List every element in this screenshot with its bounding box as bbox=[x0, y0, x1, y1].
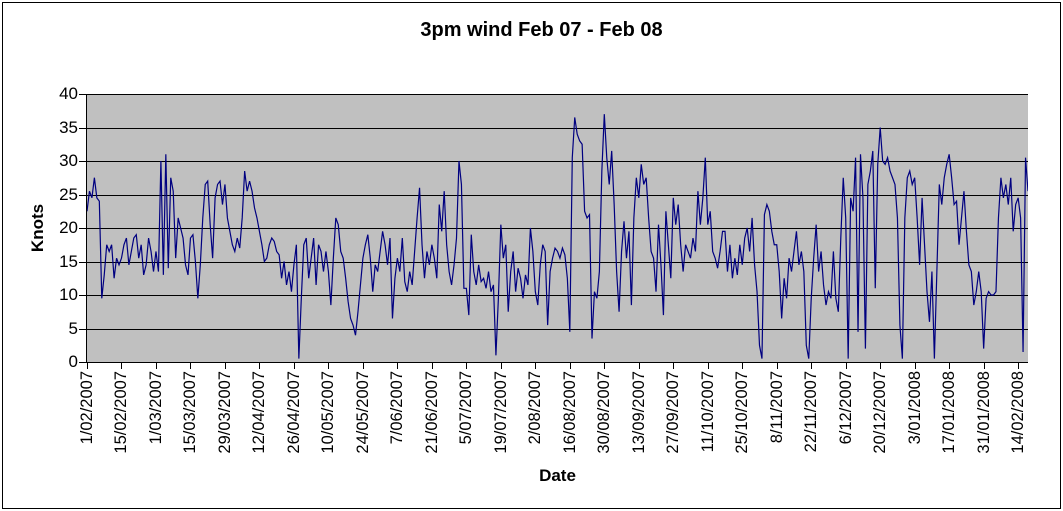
x-axis-tick bbox=[1018, 363, 1019, 369]
x-axis-tick-label: 8/11/2007 bbox=[768, 371, 786, 444]
x-axis-tick bbox=[432, 363, 433, 369]
x-axis-tick bbox=[121, 363, 122, 369]
y-axis-tick bbox=[79, 228, 86, 229]
y-axis-tick bbox=[79, 128, 86, 129]
x-axis-tick-label: 24/05/2007 bbox=[354, 371, 372, 454]
x-axis-tick-label: 21/06/2007 bbox=[423, 371, 441, 454]
x-axis-tick bbox=[156, 363, 157, 369]
x-axis-tick bbox=[880, 363, 881, 369]
x-axis-tick-label: 5/07/2007 bbox=[457, 371, 475, 445]
x-axis-tick-label: 22/11/2007 bbox=[802, 371, 820, 453]
chart-title: 3pm wind Feb 07 - Feb 08 bbox=[420, 19, 663, 41]
x-axis-tick bbox=[363, 363, 364, 369]
x-axis-tick bbox=[570, 363, 571, 369]
x-axis-tick bbox=[87, 363, 88, 369]
x-axis-tick bbox=[984, 363, 985, 369]
x-axis-tick-label: 16/08/2007 bbox=[561, 371, 579, 454]
x-axis-tick bbox=[466, 363, 467, 369]
x-axis-tick-label: 2/08/2007 bbox=[526, 371, 544, 445]
x-axis-title: Date bbox=[539, 466, 576, 485]
y-axis-tick bbox=[79, 295, 86, 296]
x-axis-tick bbox=[846, 363, 847, 369]
x-axis-tick bbox=[811, 363, 812, 369]
y-axis-tick bbox=[79, 94, 86, 95]
x-axis-tick bbox=[949, 363, 950, 369]
y-axis-tick-label: 25 bbox=[59, 185, 78, 204]
x-axis-tick-label: 15/03/2007 bbox=[181, 371, 199, 454]
x-axis-tick bbox=[708, 363, 709, 369]
x-axis-tick bbox=[259, 363, 260, 369]
y-axis-tick bbox=[79, 329, 86, 330]
x-axis-tick-label: 27/09/2007 bbox=[664, 371, 682, 454]
x-axis-tick bbox=[673, 363, 674, 369]
wind-series-line bbox=[87, 114, 1028, 359]
y-axis-tick-label: 10 bbox=[59, 285, 78, 304]
y-axis-tick-label: 35 bbox=[59, 118, 78, 137]
y-axis-tick bbox=[79, 262, 86, 263]
x-axis-tick-label: 1/03/2007 bbox=[147, 371, 165, 445]
x-axis-tick-label: 12/04/2007 bbox=[250, 371, 268, 454]
x-axis-tick bbox=[501, 363, 502, 369]
x-axis-tick-label: 7/06/2007 bbox=[388, 371, 406, 445]
y-axis-tick-label: 5 bbox=[68, 319, 78, 338]
y-axis-tick-label: 30 bbox=[59, 151, 78, 170]
x-axis-tick bbox=[294, 363, 295, 369]
x-axis-tick-label: 25/10/2007 bbox=[733, 371, 751, 454]
x-axis-tick-label: 3/01/2008 bbox=[906, 371, 924, 445]
wind-series-svg bbox=[87, 94, 1028, 359]
x-axis-tick bbox=[604, 363, 605, 369]
x-axis-tick bbox=[328, 363, 329, 369]
x-axis-tick-label: 30/08/2007 bbox=[595, 371, 613, 454]
y-axis-tick bbox=[79, 195, 86, 196]
y-axis-tick-label: 40 bbox=[59, 84, 78, 103]
x-axis-tick bbox=[190, 363, 191, 369]
x-axis-tick bbox=[777, 363, 778, 369]
plot-area bbox=[86, 94, 1028, 363]
x-axis-tick-label: 6/12/2007 bbox=[837, 371, 855, 445]
x-axis-tick bbox=[535, 363, 536, 369]
x-axis-tick-label: 19/07/2007 bbox=[492, 371, 510, 454]
x-axis-tick-label: 10/05/2007 bbox=[319, 371, 337, 454]
y-axis-tick bbox=[79, 362, 86, 363]
x-axis-tick bbox=[915, 363, 916, 369]
x-axis-tick-label: 20/12/2007 bbox=[871, 371, 889, 454]
x-axis-tick-label: 29/03/2007 bbox=[216, 371, 234, 454]
x-axis-tick-label: 13/09/2007 bbox=[630, 371, 648, 454]
x-axis-tick-label: 15/02/2007 bbox=[112, 371, 130, 454]
x-axis-tick-label: 14/02/2008 bbox=[1009, 371, 1027, 454]
x-axis-tick bbox=[397, 363, 398, 369]
x-axis-tick-label: 17/01/2008 bbox=[940, 371, 958, 454]
y-axis-tick-label: 15 bbox=[59, 252, 78, 271]
x-axis-tick-label: 26/04/2007 bbox=[285, 371, 303, 454]
y-axis-tick-label: 0 bbox=[68, 352, 78, 371]
y-axis-tick-label: 20 bbox=[59, 218, 78, 237]
x-axis-tick bbox=[639, 363, 640, 369]
x-axis-tick bbox=[225, 363, 226, 369]
x-axis-tick bbox=[742, 363, 743, 369]
x-axis-tick-label: 11/10/2007 bbox=[699, 371, 717, 453]
x-axis-tick-label: 31/01/2008 bbox=[975, 371, 993, 454]
y-axis-tick bbox=[79, 161, 86, 162]
x-axis-tick-label: 1/02/2007 bbox=[78, 371, 96, 445]
